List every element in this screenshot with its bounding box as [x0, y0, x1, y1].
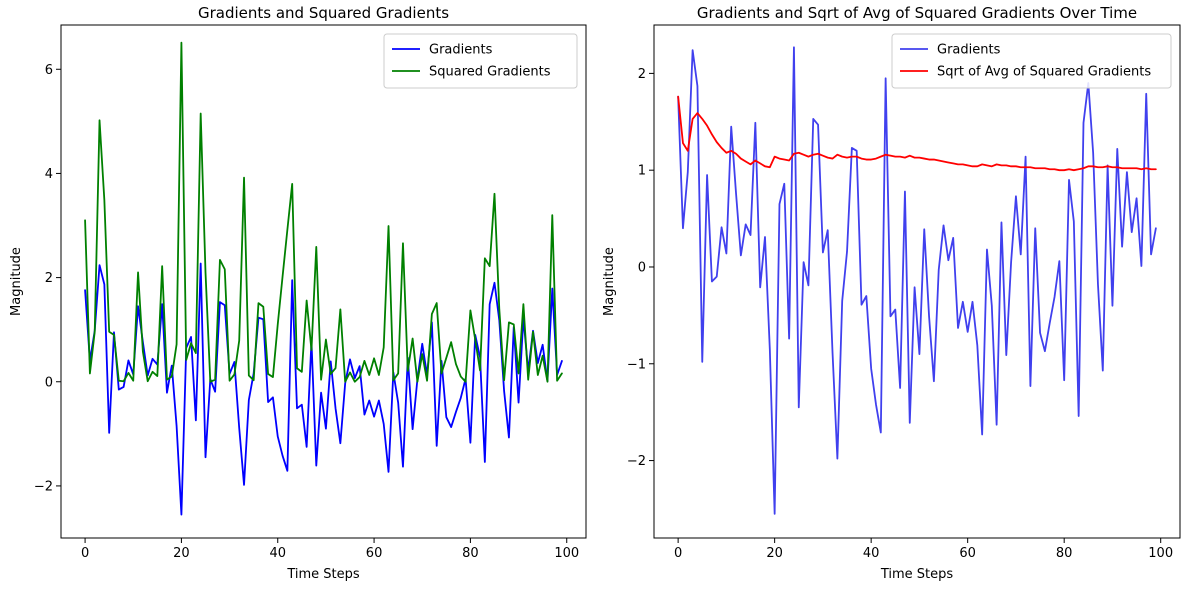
y-tick-label: 0: [638, 260, 646, 275]
chart-title: Gradients and Sqrt of Avg of Squared Gra…: [697, 4, 1137, 22]
x-tick-label: 60: [959, 546, 976, 561]
y-axis-label: Magnitude: [602, 247, 617, 316]
chart-title: Gradients and Squared Gradients: [198, 4, 449, 22]
series-line-2: [677, 95, 1157, 172]
x-tick-label: 20: [766, 546, 783, 561]
y-tick-label: 4: [45, 167, 53, 182]
legend-label-2: Squared Gradients: [429, 65, 551, 80]
x-tick-label: 80: [462, 546, 479, 561]
x-tick-label: 60: [366, 546, 383, 561]
plot-area: [677, 46, 1157, 515]
y-tick-label: −2: [34, 479, 53, 494]
legend: Gradients Sqrt of Avg of Squared Gradient…: [891, 33, 1172, 89]
y-axis-label: Magnitude: [9, 247, 24, 316]
x-tick-label: 40: [269, 546, 286, 561]
x-tick-label: 100: [554, 546, 579, 561]
x-tick-label: 0: [81, 546, 89, 561]
y-tick-label: 2: [45, 271, 53, 286]
y-tick-label: 0: [45, 375, 53, 390]
legend-label-2: Sqrt of Avg of Squared Gradients: [937, 65, 1151, 80]
y-tick-label: −2: [627, 454, 646, 469]
y-tick-label: 6: [45, 63, 53, 78]
legend-label-1: Gradients: [429, 43, 493, 58]
y-tick-label: 2: [638, 67, 646, 82]
plot-area: [84, 41, 563, 516]
x-tick-label: 0: [674, 546, 682, 561]
legend: Gradients Squared Gradients: [383, 33, 578, 89]
series-line-1: [677, 46, 1157, 515]
legend-label-1: Gradients: [937, 43, 1001, 58]
x-tick-label: 80: [1056, 546, 1073, 561]
legend-box: [383, 33, 578, 89]
gradients-squared-chart: 0 20 40 60 80 100 −2 0 2 4 6 Gradients and Squared …: [9, 4, 587, 582]
x-tick-label: 40: [863, 546, 880, 561]
series-line-1: [84, 262, 563, 516]
y-tick-label: −1: [627, 357, 646, 372]
y-tick-label: 1: [638, 164, 646, 179]
x-tick-label: 100: [1148, 546, 1173, 561]
axes-frame: [60, 24, 587, 539]
x-axis-label: Time Steps: [880, 567, 954, 582]
axes-frame: [653, 24, 1181, 539]
x-axis-label: Time Steps: [286, 567, 360, 582]
x-tick-label: 20: [173, 546, 190, 561]
gradients-sqrt-avg-chart: 0 20 40 60 80 100 −2 −1 0 1 2 Gradients and Sqrt of…: [602, 4, 1181, 582]
legend-box: [891, 33, 1172, 89]
series-line-2: [84, 41, 563, 383]
